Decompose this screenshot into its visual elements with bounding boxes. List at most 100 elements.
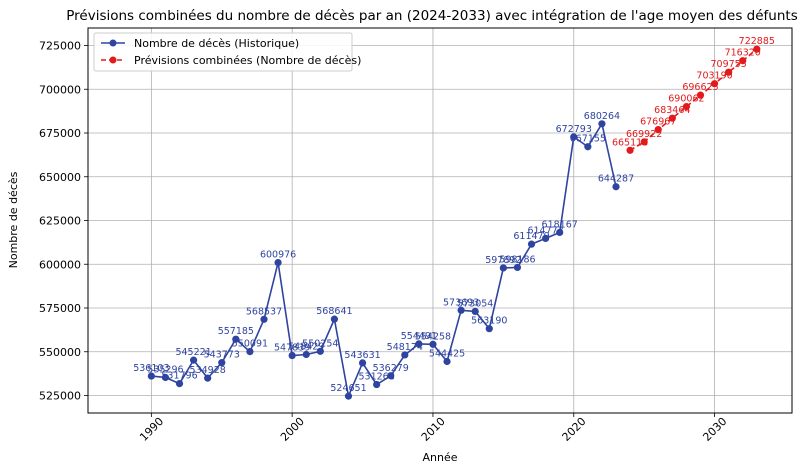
series-historique-point [542,234,550,242]
series-historique-data-label: 547839 [274,343,310,354]
series-previsions-data-label: 709755 [711,59,747,70]
y-axis-title: Nombre de décès [7,171,20,268]
series-historique-point [387,372,395,380]
series-historique-point [598,120,606,128]
y-tick-label: 700000 [39,83,81,96]
series-historique-point [570,133,578,141]
series-historique-data-label: 536279 [373,363,409,374]
series-previsions-point [710,80,719,88]
series-historique-data-label: 600976 [260,250,296,261]
series-historique-point [288,351,296,360]
series-previsions-data-label: 703190 [696,71,732,82]
series-previsions-point [654,125,662,134]
grid [88,28,792,413]
series-historique-point [358,359,367,367]
x-tick-label: 2010 [419,415,448,444]
series-historique-data-label: 644287 [598,174,634,185]
series-historique-data-label: 568641 [316,306,352,317]
series-historique-point [232,335,240,343]
series-historique-data-label: 531796 [161,371,197,382]
series-historique-point [302,350,310,359]
series-previsions-data-label: 716320 [725,48,761,59]
series-historique-point [471,307,479,316]
series-historique-data-label: 536103 [133,363,169,374]
series-historique-point [344,392,353,400]
x-tick-label: 2030 [700,415,729,444]
y-tick-label: 625000 [39,215,81,228]
series-historique-data-label: 598186 [499,254,535,265]
series-historique-data-label: 611479 [513,231,549,242]
series-historique-data-label: 554491 [401,331,437,342]
y-tick-label: 550000 [39,346,81,359]
series-historique-line [151,122,617,397]
series-historique-data-label: 614773 [527,225,563,236]
series-historique-data-label: 550254 [302,338,338,349]
series-previsions-data-label: 676967 [640,117,676,128]
legend-historique-marker [109,39,117,47]
series-historique-data-label: 597892 [485,255,521,266]
series-historique-point [190,356,198,364]
series-historique-data-label: 573054 [457,298,493,309]
series-historique-point [527,240,536,248]
series-historique-point [246,347,254,356]
series-historique-data-label: 563190 [471,316,507,327]
series-historique-point [584,143,592,151]
series-historique-data-label: 680264 [584,111,620,122]
series-historique-point [415,340,423,348]
series-historique-point [373,380,381,389]
series-historique-point [330,315,338,323]
series-previsions-data-label: 669922 [626,129,662,140]
series-layer [147,45,761,400]
legend: Nombre de décès (Historique) Prévisions … [93,32,361,72]
series-historique-data-label: 544425 [429,349,465,360]
y-tick-label: 525000 [39,390,81,403]
y-tick-label: 600000 [39,258,81,271]
x-tick-label: 2020 [560,415,589,444]
axes: 1990 2000 2010 2020 2030 525000 550000 575000 60… [39,40,729,444]
y-tick-label: 575000 [39,302,81,315]
series-previsions-point [626,146,634,154]
chart-title: Prévisions combinées du nombre de décès … [66,8,798,24]
series-previsions-point [725,68,733,76]
series-historique-point [457,306,465,314]
x-tick-label: 2000 [278,415,307,444]
legend-previsions-label: Prévisions combinées (Nombre de décès) [134,54,361,67]
series-historique-data-label: 543631 [344,350,380,361]
series-historique-data-label: 548429 [288,341,324,352]
series-historique-point [429,340,437,348]
series-previsions-line [629,48,758,151]
series-historique-point [513,263,522,272]
y-tick-label: 725000 [39,40,81,53]
series-historique-point [218,359,226,367]
series-historique-data-label: 667155 [570,134,606,145]
series-historique-data-label: 557185 [218,326,254,337]
series-previsions-point [640,138,648,146]
x-tick-label: 1990 [137,415,166,444]
legend-box [93,32,353,72]
series-historique-data-label: 545221 [175,347,211,358]
series-historique-point [443,357,451,366]
series-historique-point [485,325,493,333]
x-axis-title: Année [422,451,457,464]
series-historique-point [612,183,620,191]
series-historique-data-label: 550091 [232,339,268,350]
series-historique-data-label: 554258 [415,331,451,342]
series-historique-data-label: 524651 [330,383,366,394]
y-tick-label: 650000 [39,171,81,184]
series-previsions-point [753,45,761,53]
legend-previsions-marker [109,56,117,64]
series-historique-point [401,351,409,359]
series-historique-point [204,374,212,382]
series-previsions-data-label: 696625 [682,82,718,93]
series-previsions-data-label: 690062 [668,94,704,105]
series-historique-data-label: 548174 [387,342,423,353]
series-previsions-point [696,91,705,99]
series-previsions-data-label: 722885 [739,36,775,47]
series-previsions-point [682,103,691,111]
series-historique-point [147,372,155,380]
series-historique-point [556,228,564,237]
series-historique-data-label: 534928 [190,365,226,376]
legend-historique-label: Nombre de décès (Historique) [134,37,299,50]
series-historique-point [274,258,282,267]
